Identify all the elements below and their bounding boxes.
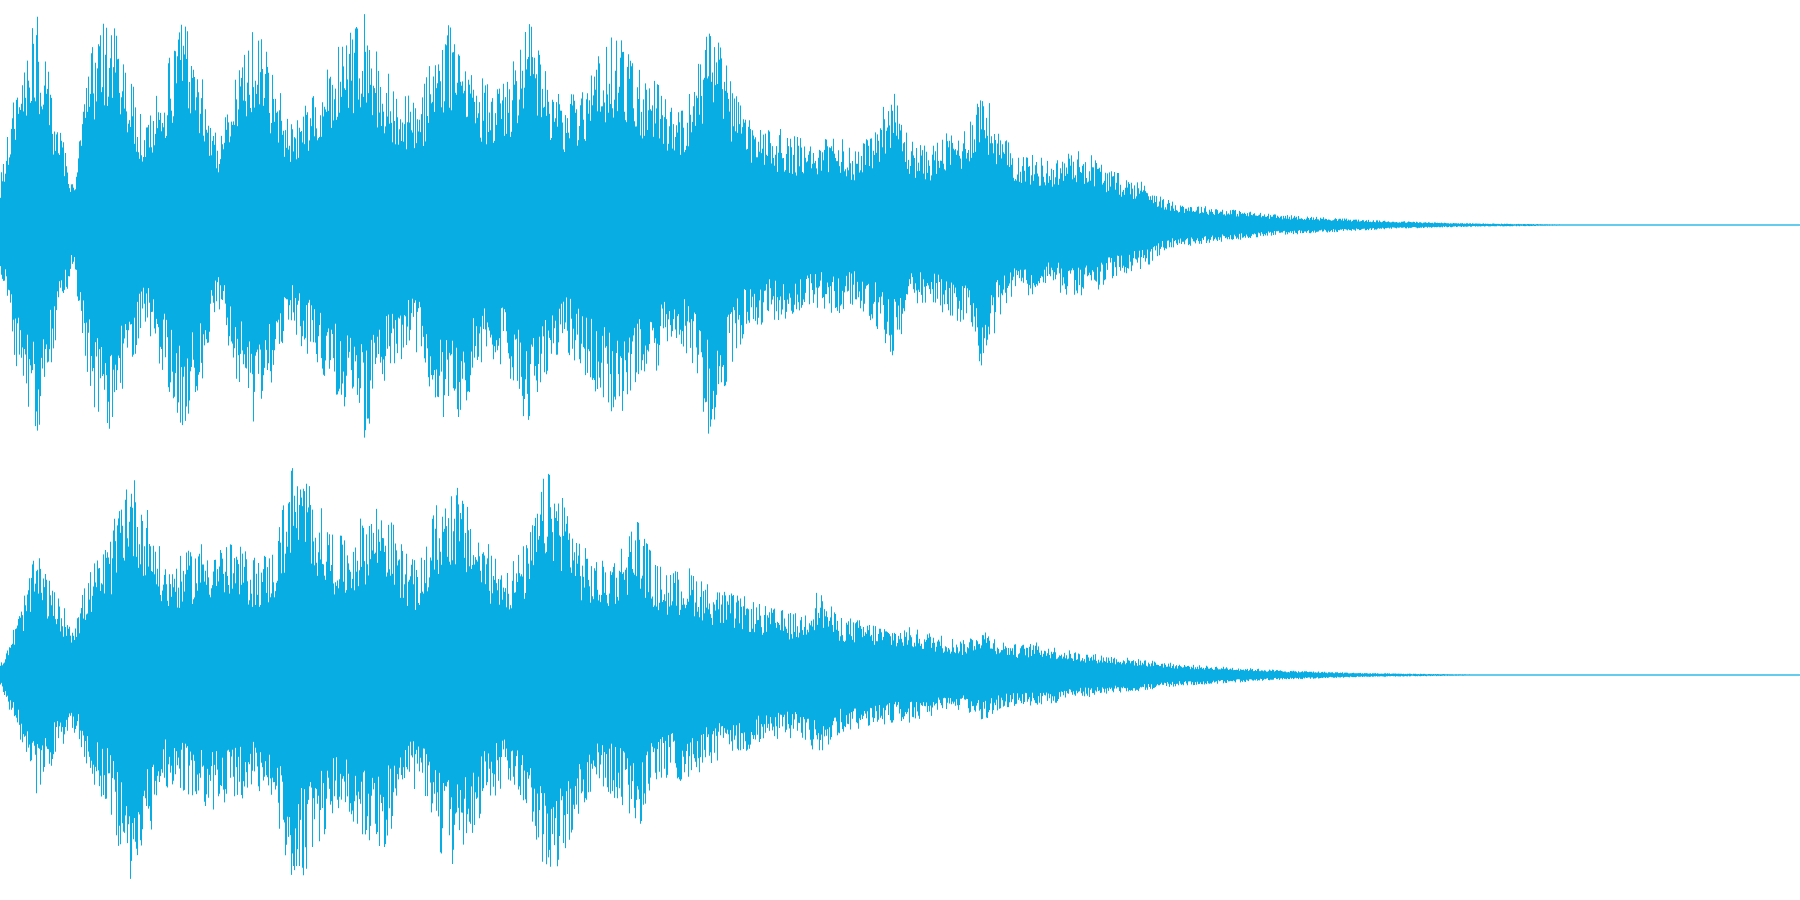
channel-2-waveform xyxy=(0,468,1800,879)
channel-1-waveform xyxy=(0,14,1800,438)
